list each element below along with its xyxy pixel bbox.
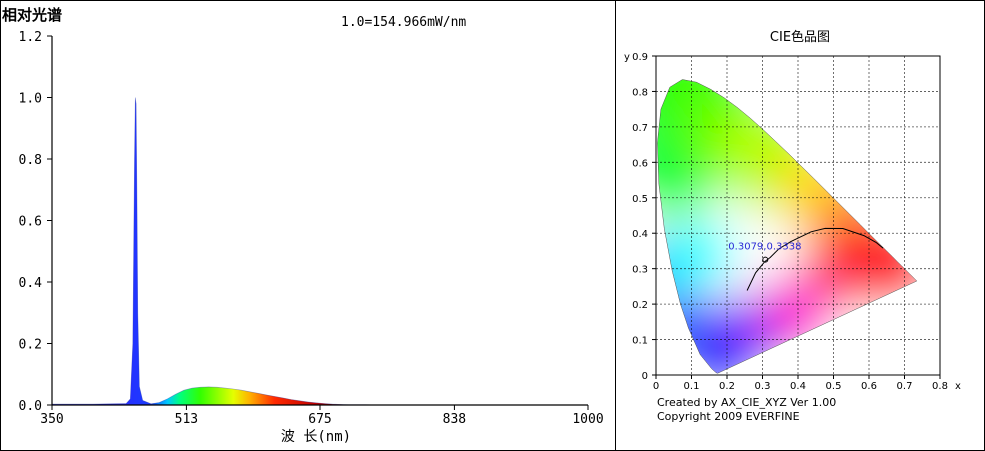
spectrum-area [52,97,588,406]
spectrum-y-tick-label: 0.6 [19,215,42,230]
cie-x-tick-label: 0.1 [684,381,700,392]
spectrum-y-tick-label: 0.8 [19,153,42,168]
cie-color-region [736,228,789,281]
spectrum-x-tick-label: 1000 [572,412,603,427]
spectrum-chart: 相对光谱 1.0=154.966mW/nm 350 513 675 838 1000 0… [2,6,604,445]
spectrum-y-tick-label: 0.4 [19,276,43,291]
cie-ticks: 0 0.1 0.2 0.3 0.4 0.5 0.6 0.7 0.8 0 0.1 0.2 0.3 0.4 0.… [632,52,948,392]
spectrum-y-tick-label: 0.0 [19,399,42,414]
cie-x-tick-label: 0.8 [932,381,948,392]
spectrum-x-tick-label: 838 [443,412,466,427]
cie-y-tick-label: 0.6 [632,158,648,169]
cie-y-tick-label: 0.4 [632,229,648,240]
cie-x-axis-label: x [955,381,961,392]
scale-note: 1.0=154.966mW/nm [341,15,466,30]
cie-chart: CIE色品图 0 0.1 0.2 0.3 0.4 0.5 0.6 0.7 0.800.10.20… [624,29,961,423]
spectrum-title: 相对光谱 [2,6,62,24]
cie-title: CIE色品图 [770,29,830,45]
spectrum-x-axis-label: 波 长(nm) [281,429,351,445]
spectrum-x-ticks: 350 513 675 838 1000 [40,405,604,427]
cie-x-tick-label: 0.6 [861,381,877,392]
spectrum-series-line [52,97,588,406]
cie-x-tick-label: 0.5 [826,381,842,392]
spectrum-y-ticks: 0.0 0.2 0.4 0.6 0.8 1.0 1.2 [19,30,52,414]
cie-color-region [663,219,734,290]
spectrum-x-tick-label: 350 [40,412,63,427]
cie-x-tick-label: 0.4 [790,381,806,392]
cie-spectral-locus [657,79,918,374]
footer-copyright: Copyright 2009 EVERFINE [657,410,800,423]
cie-y-tick-label: 0.8 [632,87,648,98]
spectrum-y-tick-label: 0.2 [19,338,42,353]
spectrum-y-tick-label: 1.0 [19,92,42,107]
cie-grid [656,56,940,375]
cie-x-tick-label: 0.7 [897,381,913,392]
cie-y-tick-label: 0.2 [632,300,648,311]
cie-y-tick-label: 0.9 [632,52,648,63]
cie-y-tick-label: 0 [642,371,648,382]
cie-x-tick-label: 0.2 [719,381,735,392]
cie-y-tick-label: 0.5 [632,194,648,205]
spectrum-panel-frame [0,0,616,451]
chromaticity-point [762,256,769,263]
chromaticity-point-label: 0.3079,0.3338 [728,242,801,253]
cie-planckian-locus [746,227,884,291]
footer-created-by: Created by AX_CIE_XYZ Ver 1.00 [657,396,836,409]
cie-x-tick-label: 0.3 [755,381,771,392]
cie-y-axis-label: y [624,52,630,63]
cie-x-tick-label: 0 [653,381,659,392]
cie-y-tick-label: 0.3 [632,265,648,276]
spectrum-y-tick-label: 1.2 [19,30,42,45]
cie-y-tick-label: 0.7 [632,123,648,134]
spectrum-x-tick-label: 675 [308,412,331,427]
spectrum-x-tick-label: 513 [175,412,198,427]
cie-y-tick-label: 0.1 [632,336,648,347]
